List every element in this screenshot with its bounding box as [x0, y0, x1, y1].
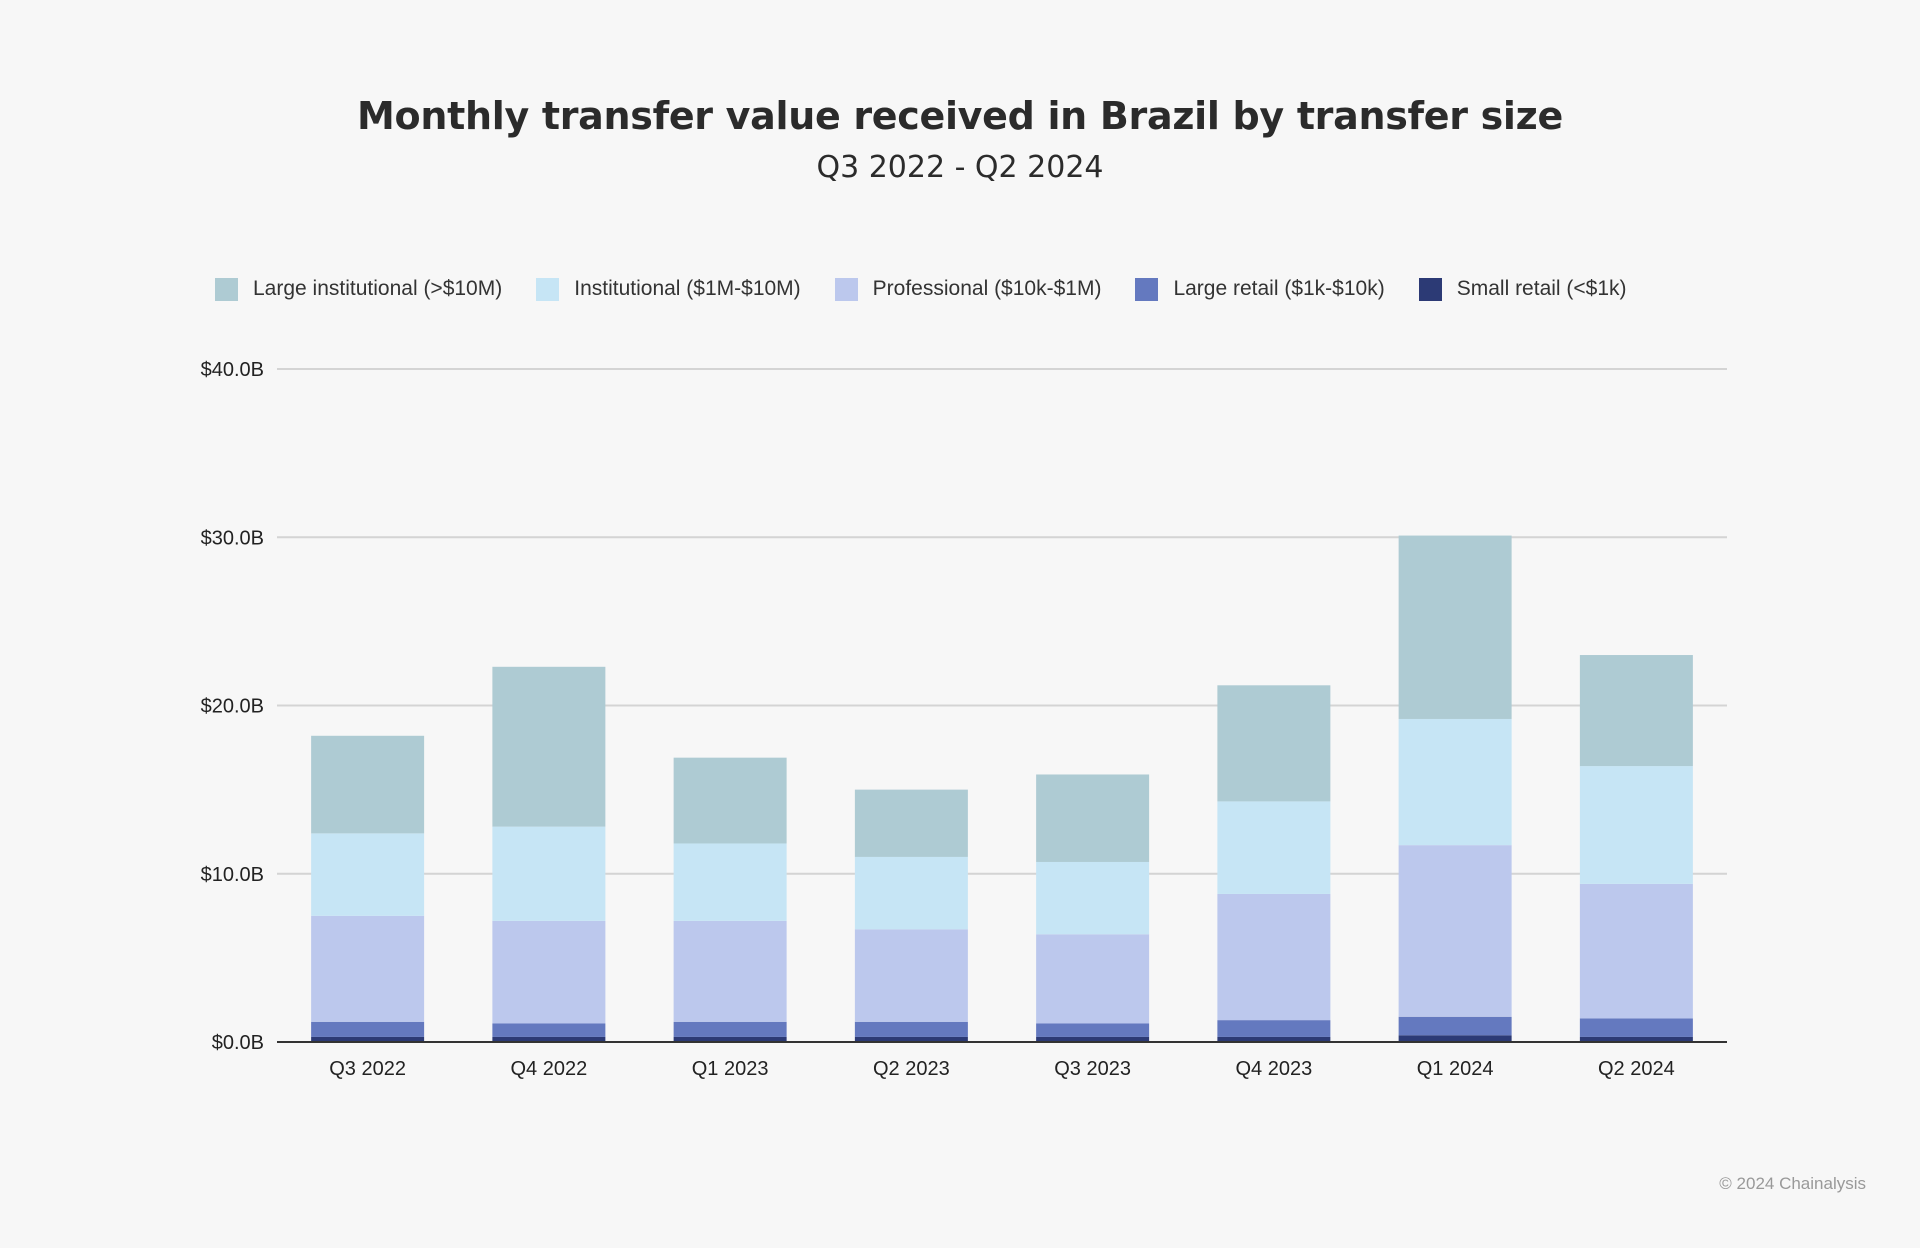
legend-label: Institutional ($1M-$10M): [574, 277, 801, 300]
bar-segment: [1579, 655, 1693, 767]
bar-segment: [1579, 1018, 1693, 1037]
bar-segment: [854, 929, 968, 1022]
chart-subtitle: Q3 2022 - Q2 2024: [816, 150, 1104, 185]
bar-segment: [1217, 801, 1331, 894]
bar-segment: [1217, 685, 1331, 802]
bar-segment: [1398, 718, 1512, 846]
bar-segment: [311, 915, 425, 1022]
y-tick-label: $0.0B: [212, 1032, 264, 1054]
legend-swatch: [1418, 277, 1442, 301]
bar-stack: [1398, 535, 1512, 1042]
x-tick-label: Q4 2022: [511, 1058, 588, 1080]
y-tick-label: $20.0B: [201, 696, 264, 718]
bar-segment: [311, 833, 425, 916]
legend-item: Large retail ($1k-$10k): [1135, 277, 1385, 301]
legend-item: Institutional ($1M-$10M): [536, 277, 801, 301]
bar-stack: [492, 666, 606, 1042]
x-tick-label: Q3 2023: [1054, 1058, 1131, 1080]
legend-swatch: [536, 277, 560, 301]
bar-segment: [1398, 1035, 1512, 1042]
x-tick-label: Q2 2024: [1598, 1058, 1675, 1080]
bar-segment: [673, 1036, 787, 1042]
x-tick-label: Q1 2024: [1417, 1058, 1494, 1080]
bar-segment: [492, 1023, 606, 1037]
legend-swatch: [1135, 277, 1159, 301]
bar-segment: [1036, 1023, 1150, 1037]
legend-label: Large retail ($1k-$10k): [1173, 277, 1385, 300]
bar-segment: [492, 826, 606, 921]
bar-segment: [1579, 766, 1693, 884]
bar-segment: [673, 1021, 787, 1037]
bar-segment: [492, 666, 606, 827]
bar-segment: [1036, 934, 1150, 1024]
bar-stack: [1579, 655, 1693, 1042]
bar-segment: [673, 920, 787, 1022]
bar-segment: [854, 1021, 968, 1037]
bar-segment: [1579, 883, 1693, 1019]
bar-stack: [1036, 774, 1150, 1042]
legend-item: Small retail (<$1k): [1418, 277, 1627, 301]
bar-stack: [311, 735, 425, 1042]
copyright-footer: © 2024 Chainalysis: [1719, 1174, 1866, 1193]
x-tick-label: Q4 2023: [1236, 1058, 1313, 1080]
bar-segment: [1217, 1020, 1331, 1037]
bar-stacks: [311, 535, 1693, 1042]
bar-segment: [311, 1021, 425, 1037]
legend-swatch: [834, 277, 858, 301]
legend-item: Large institutional (>$10M): [215, 277, 502, 301]
chart-title: Monthly transfer value received in Brazi…: [357, 94, 1563, 138]
legend-item: Professional ($10k-$1M): [834, 277, 1102, 301]
x-tick-label: Q2 2023: [873, 1058, 950, 1080]
bar-segment: [854, 1036, 968, 1042]
y-tick-label: $10.0B: [201, 864, 264, 886]
legend-label: Large institutional (>$10M): [253, 277, 503, 300]
x-tick-label: Q1 2023: [692, 1058, 769, 1080]
bar-segment: [673, 757, 787, 844]
bar-segment: [311, 735, 425, 834]
y-tick-label: $30.0B: [201, 527, 264, 549]
bar-segment: [1398, 535, 1512, 719]
y-tick-label: $40.0B: [201, 359, 264, 381]
bar-segment: [854, 856, 968, 930]
bar-segment: [673, 843, 787, 921]
bar-segment: [1217, 1036, 1331, 1042]
bar-segment: [1398, 845, 1512, 1017]
bar-stack: [1217, 685, 1331, 1042]
bar-segment: [1036, 861, 1150, 935]
chart-legend: Large institutional (>$10M) Institutional…: [215, 277, 1627, 301]
x-tick-label: Q3 2022: [329, 1058, 406, 1080]
axes: $0.0B $10.0B $20.0B $30.0B $40.0B Q3 2022 Q4 2…: [201, 359, 1727, 1080]
bar-stack: [854, 789, 968, 1042]
bar-segment: [311, 1036, 425, 1042]
bar-segment: [1036, 774, 1150, 862]
bar-segment: [492, 1036, 606, 1042]
bar-segment: [1036, 1036, 1150, 1042]
bar-segment: [1398, 1016, 1512, 1036]
legend-label: Professional ($10k-$1M): [872, 277, 1102, 300]
bar-segment: [492, 920, 606, 1024]
legend-label: Small retail (<$1k): [1456, 277, 1627, 300]
bar-segment: [1217, 893, 1331, 1021]
bar-segment: [854, 789, 968, 857]
bar-stack: [673, 757, 787, 1042]
bar-segment: [1579, 1036, 1693, 1042]
legend-swatch: [215, 277, 238, 301]
